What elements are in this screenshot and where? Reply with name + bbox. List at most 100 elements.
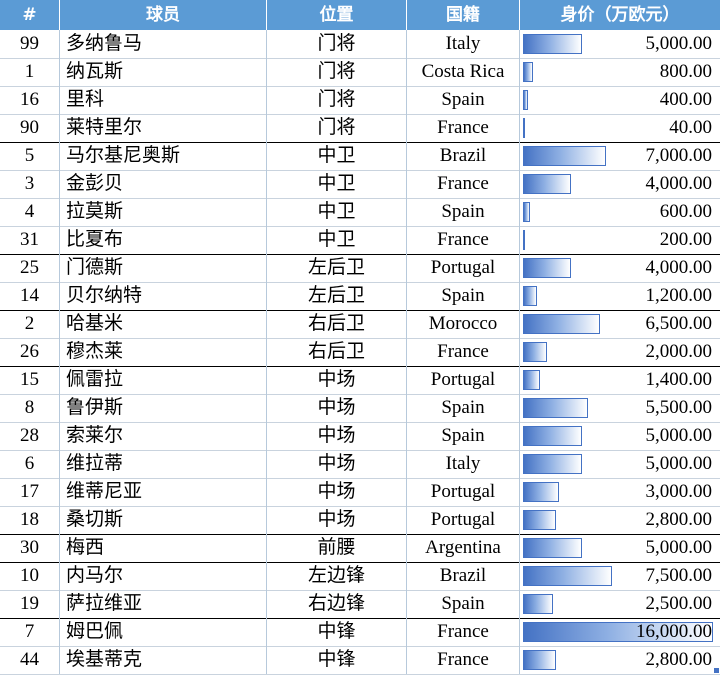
cell-position[interactable]: 中场 (267, 366, 407, 394)
cell-value[interactable]: 4,000.00 (520, 170, 720, 198)
cell-name[interactable]: 姆巴佩 (60, 618, 267, 646)
cell-value[interactable]: 2,800.00 (520, 506, 720, 534)
cell-num[interactable]: 16 (0, 86, 60, 114)
header-position[interactable]: 位置 (267, 0, 407, 30)
cell-num[interactable]: 17 (0, 478, 60, 506)
cell-value[interactable]: 1,400.00 (520, 366, 720, 394)
cell-name[interactable]: 索莱尔 (60, 422, 267, 450)
cell-nationality[interactable]: France (407, 338, 520, 366)
cell-value[interactable]: 5,000.00 (520, 30, 720, 58)
cell-position[interactable]: 中场 (267, 394, 407, 422)
cell-num[interactable]: 30 (0, 534, 60, 562)
cell-position[interactable]: 左边锋 (267, 562, 407, 590)
cell-name[interactable]: 维拉蒂 (60, 450, 267, 478)
cell-num[interactable]: 8 (0, 394, 60, 422)
cell-name[interactable]: 莱特里尔 (60, 114, 267, 142)
cell-name[interactable]: 萨拉维亚 (60, 590, 267, 618)
cell-value[interactable]: 200.00 (520, 226, 720, 254)
cell-nationality[interactable]: Italy (407, 30, 520, 58)
header-nationality[interactable]: 国籍 (407, 0, 520, 30)
cell-value[interactable]: 7,000.00 (520, 142, 720, 170)
cell-nationality[interactable]: Argentina (407, 534, 520, 562)
cell-position[interactable]: 右后卫 (267, 338, 407, 366)
cell-nationality[interactable]: Spain (407, 590, 520, 618)
cell-num[interactable]: 25 (0, 254, 60, 282)
cell-num[interactable]: 14 (0, 282, 60, 310)
cell-name[interactable]: 多纳鲁马 (60, 30, 267, 58)
cell-value[interactable]: 1,200.00 (520, 282, 720, 310)
cell-name[interactable]: 纳瓦斯 (60, 58, 267, 86)
cell-nationality[interactable]: Brazil (407, 142, 520, 170)
cell-num[interactable]: 90 (0, 114, 60, 142)
cell-nationality[interactable]: France (407, 618, 520, 646)
cell-nationality[interactable]: Spain (407, 86, 520, 114)
cell-name[interactable]: 维蒂尼亚 (60, 478, 267, 506)
cell-position[interactable]: 左后卫 (267, 254, 407, 282)
cell-num[interactable]: 5 (0, 142, 60, 170)
cell-name[interactable]: 贝尔纳特 (60, 282, 267, 310)
header-num[interactable]: # (0, 0, 60, 30)
fill-handle[interactable] (714, 668, 719, 673)
cell-name[interactable]: 马尔基尼奥斯 (60, 142, 267, 170)
cell-position[interactable]: 中卫 (267, 226, 407, 254)
cell-value[interactable]: 7,500.00 (520, 562, 720, 590)
cell-nationality[interactable]: France (407, 170, 520, 198)
cell-value[interactable]: 5,000.00 (520, 450, 720, 478)
cell-position[interactable]: 门将 (267, 86, 407, 114)
cell-position[interactable]: 右后卫 (267, 310, 407, 338)
cell-nationality[interactable]: France (407, 646, 520, 674)
cell-num[interactable]: 6 (0, 450, 60, 478)
cell-value[interactable]: 5,000.00 (520, 422, 720, 450)
cell-position[interactable]: 中卫 (267, 142, 407, 170)
cell-nationality[interactable]: Spain (407, 198, 520, 226)
cell-nationality[interactable]: Spain (407, 282, 520, 310)
cell-num[interactable]: 10 (0, 562, 60, 590)
cell-value[interactable]: 4,000.00 (520, 254, 720, 282)
cell-value[interactable]: 600.00 (520, 198, 720, 226)
cell-nationality[interactable]: Spain (407, 422, 520, 450)
cell-name[interactable]: 里科 (60, 86, 267, 114)
cell-nationality[interactable]: Spain (407, 394, 520, 422)
cell-num[interactable]: 4 (0, 198, 60, 226)
cell-num[interactable]: 2 (0, 310, 60, 338)
cell-name[interactable]: 鲁伊斯 (60, 394, 267, 422)
cell-nationality[interactable]: Brazil (407, 562, 520, 590)
cell-position[interactable]: 门将 (267, 114, 407, 142)
cell-name[interactable]: 穆杰莱 (60, 338, 267, 366)
cell-value[interactable]: 3,000.00 (520, 478, 720, 506)
cell-value[interactable]: 2,500.00 (520, 590, 720, 618)
cell-nationality[interactable]: France (407, 114, 520, 142)
cell-value[interactable]: 5,500.00 (520, 394, 720, 422)
cell-value[interactable]: 16,000.00 (520, 618, 720, 646)
cell-nationality[interactable]: Portugal (407, 506, 520, 534)
cell-position[interactable]: 中卫 (267, 170, 407, 198)
cell-value[interactable]: 2,000.00 (520, 338, 720, 366)
cell-position[interactable]: 左后卫 (267, 282, 407, 310)
cell-num[interactable]: 1 (0, 58, 60, 86)
cell-position[interactable]: 门将 (267, 30, 407, 58)
cell-position[interactable]: 中场 (267, 450, 407, 478)
cell-value[interactable]: 400.00 (520, 86, 720, 114)
cell-nationality[interactable]: Italy (407, 450, 520, 478)
cell-name[interactable]: 哈基米 (60, 310, 267, 338)
cell-num[interactable]: 7 (0, 618, 60, 646)
cell-nationality[interactable]: Portugal (407, 254, 520, 282)
cell-name[interactable]: 梅西 (60, 534, 267, 562)
header-value[interactable]: 身价（万欧元） (560, 5, 680, 25)
cell-position[interactable]: 中场 (267, 478, 407, 506)
cell-name[interactable]: 拉莫斯 (60, 198, 267, 226)
cell-position[interactable]: 门将 (267, 58, 407, 86)
cell-num[interactable]: 19 (0, 590, 60, 618)
cell-num[interactable]: 99 (0, 30, 60, 58)
cell-name[interactable]: 桑切斯 (60, 506, 267, 534)
cell-num[interactable]: 44 (0, 646, 60, 674)
cell-name[interactable]: 门德斯 (60, 254, 267, 282)
cell-num[interactable]: 3 (0, 170, 60, 198)
cell-position[interactable]: 右边锋 (267, 590, 407, 618)
cell-name[interactable]: 埃基蒂克 (60, 646, 267, 674)
cell-nationality[interactable]: Morocco (407, 310, 520, 338)
cell-position[interactable]: 中场 (267, 506, 407, 534)
cell-name[interactable]: 比夏布 (60, 226, 267, 254)
cell-value[interactable]: 6,500.00 (520, 310, 720, 338)
cell-nationality[interactable]: Portugal (407, 478, 520, 506)
